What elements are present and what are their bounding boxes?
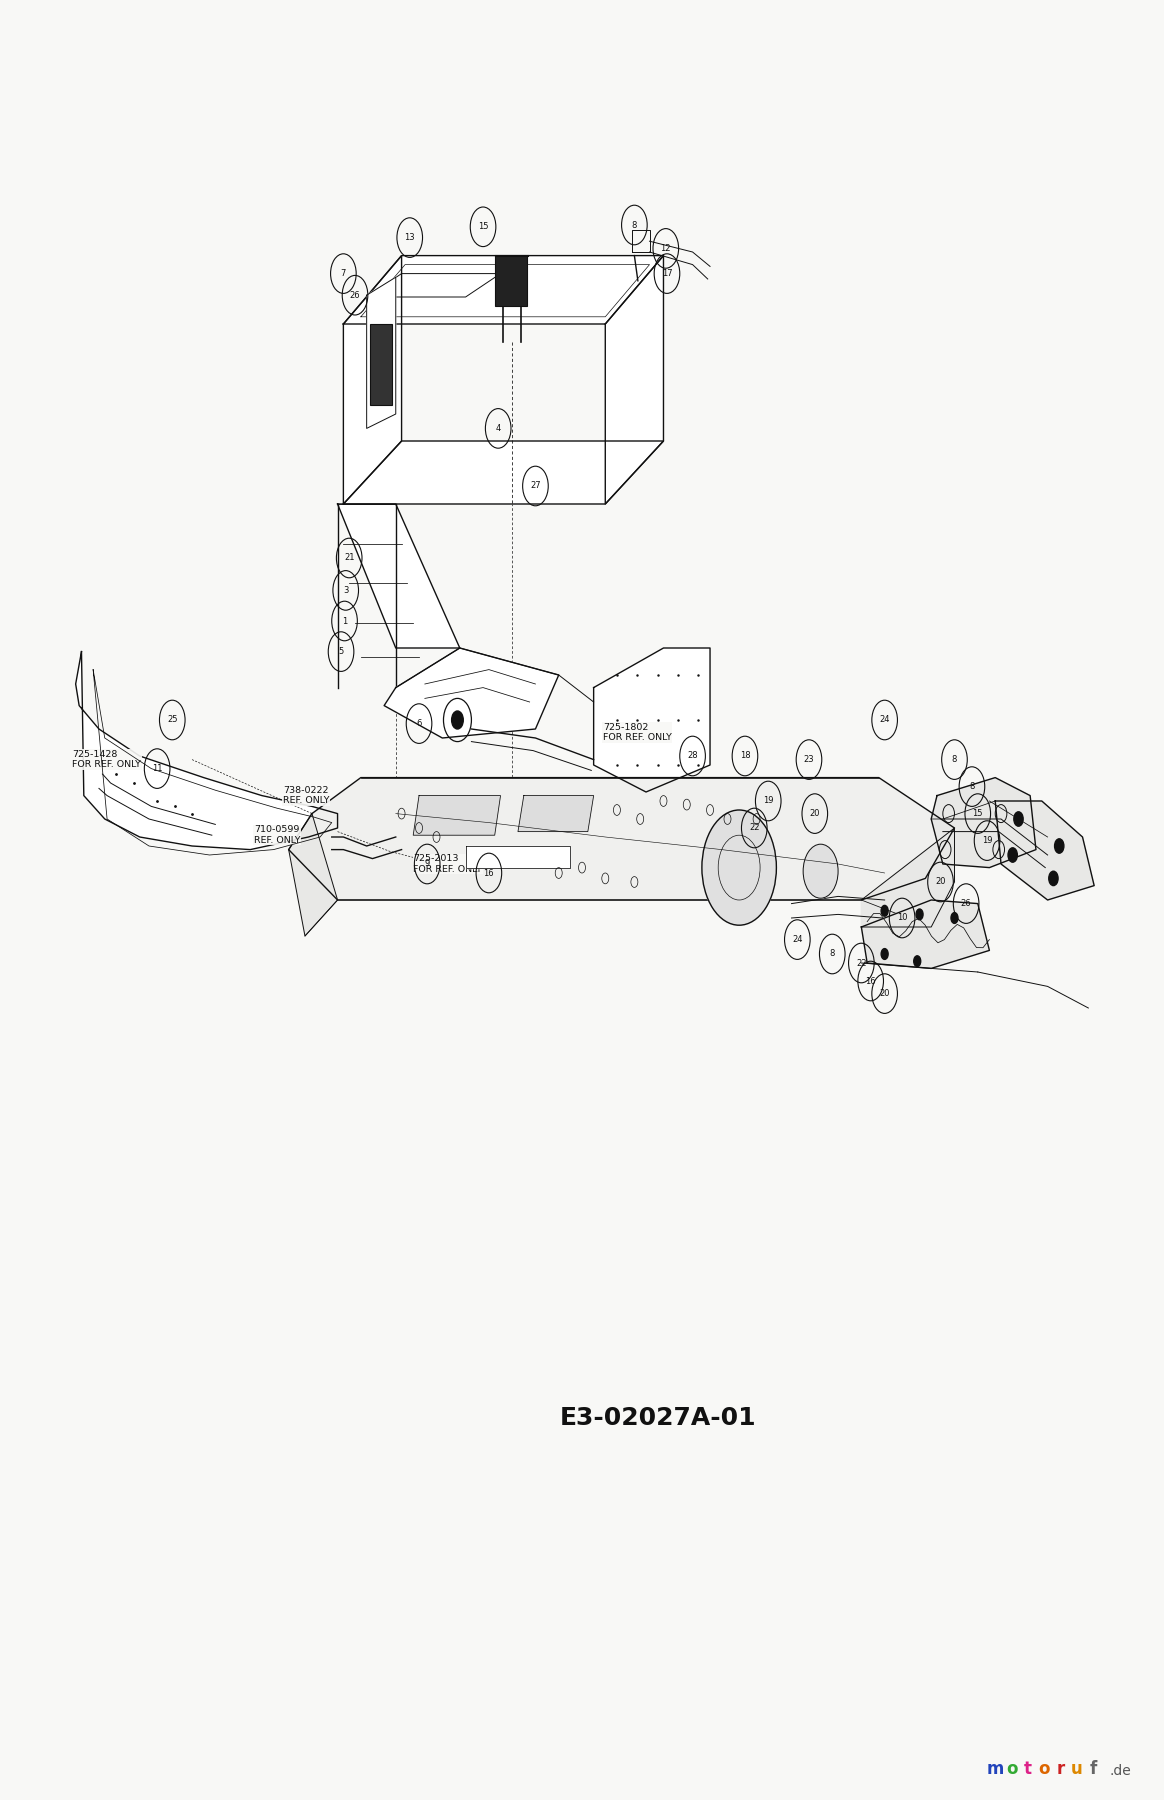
Text: 8: 8 [632,221,637,229]
Text: 8: 8 [830,950,835,958]
Text: 20: 20 [935,878,946,887]
Text: 24: 24 [792,936,803,943]
Circle shape [916,909,923,920]
Polygon shape [605,256,663,504]
Text: 22: 22 [748,823,760,832]
Text: 15: 15 [972,808,984,817]
Polygon shape [931,778,1036,868]
Circle shape [881,905,888,916]
Text: 22: 22 [856,958,867,968]
Polygon shape [995,801,1094,900]
Text: m: m [987,1760,1003,1778]
Text: 3: 3 [343,585,348,594]
Circle shape [951,913,958,923]
Polygon shape [384,648,559,738]
Text: 9: 9 [425,860,430,869]
Text: 710-0599
REF. ONLY: 710-0599 REF. ONLY [254,826,300,844]
Text: 17: 17 [661,270,673,279]
Polygon shape [343,256,402,504]
Text: o: o [1006,1760,1017,1778]
Bar [495,256,527,306]
Text: 10: 10 [896,914,908,922]
Text: 23: 23 [803,756,815,765]
Text: 20: 20 [879,990,890,997]
Polygon shape [518,796,594,832]
Text: 19: 19 [981,835,993,844]
Text: 18: 18 [739,752,751,760]
Text: 725-1802
FOR REF. ONLY: 725-1802 FOR REF. ONLY [603,724,672,742]
Text: r: r [1056,1760,1065,1778]
Circle shape [803,844,838,898]
Polygon shape [367,277,396,428]
Text: 12: 12 [660,245,672,254]
Text: .de: .de [1109,1764,1131,1778]
Circle shape [1049,871,1058,886]
Text: 11: 11 [151,765,163,774]
Text: 13: 13 [404,232,416,241]
Text: 725-1428
FOR REF. ONLY: 725-1428 FOR REF. ONLY [72,751,141,769]
Circle shape [914,956,921,967]
Text: 725-2013
FOR REF. ONLY: 725-2013 FOR REF. ONLY [413,855,482,873]
Text: 15: 15 [477,221,489,230]
Circle shape [1055,839,1064,853]
Polygon shape [861,900,989,968]
Circle shape [1008,848,1017,862]
Text: 19: 19 [762,796,774,805]
Bar [370,324,392,405]
Text: 1: 1 [342,616,347,626]
Polygon shape [343,256,663,324]
Text: f: f [1090,1760,1096,1778]
Circle shape [702,810,776,925]
Polygon shape [861,828,954,927]
Circle shape [881,949,888,959]
Polygon shape [413,796,501,835]
Polygon shape [594,648,710,792]
Text: o: o [1038,1760,1050,1778]
Circle shape [452,711,463,729]
Text: 24: 24 [879,715,890,724]
Text: 7: 7 [341,270,346,279]
Text: 8: 8 [970,783,974,792]
Polygon shape [466,846,570,868]
Text: 738-0222
REF. ONLY: 738-0222 REF. ONLY [283,787,329,805]
Text: E3-02027A-01: E3-02027A-01 [560,1406,755,1431]
Text: 8: 8 [952,756,957,765]
Text: u: u [1071,1760,1083,1778]
Text: 21: 21 [343,554,355,562]
Text: 27: 27 [530,481,541,490]
Text: 28: 28 [687,752,698,760]
Polygon shape [76,652,338,850]
Polygon shape [289,814,338,936]
Text: 26: 26 [960,900,972,907]
Circle shape [1014,812,1023,826]
Text: 16: 16 [865,976,876,986]
Text: 6: 6 [417,720,421,729]
Text: t: t [1024,1760,1031,1778]
Polygon shape [343,441,663,504]
Text: 4: 4 [496,425,501,434]
Text: 25: 25 [166,715,178,724]
Text: 20: 20 [809,808,821,817]
Polygon shape [289,778,954,900]
Text: 5: 5 [339,646,343,655]
Text: 26: 26 [349,290,361,299]
Polygon shape [338,504,460,648]
Text: 16: 16 [483,869,495,878]
